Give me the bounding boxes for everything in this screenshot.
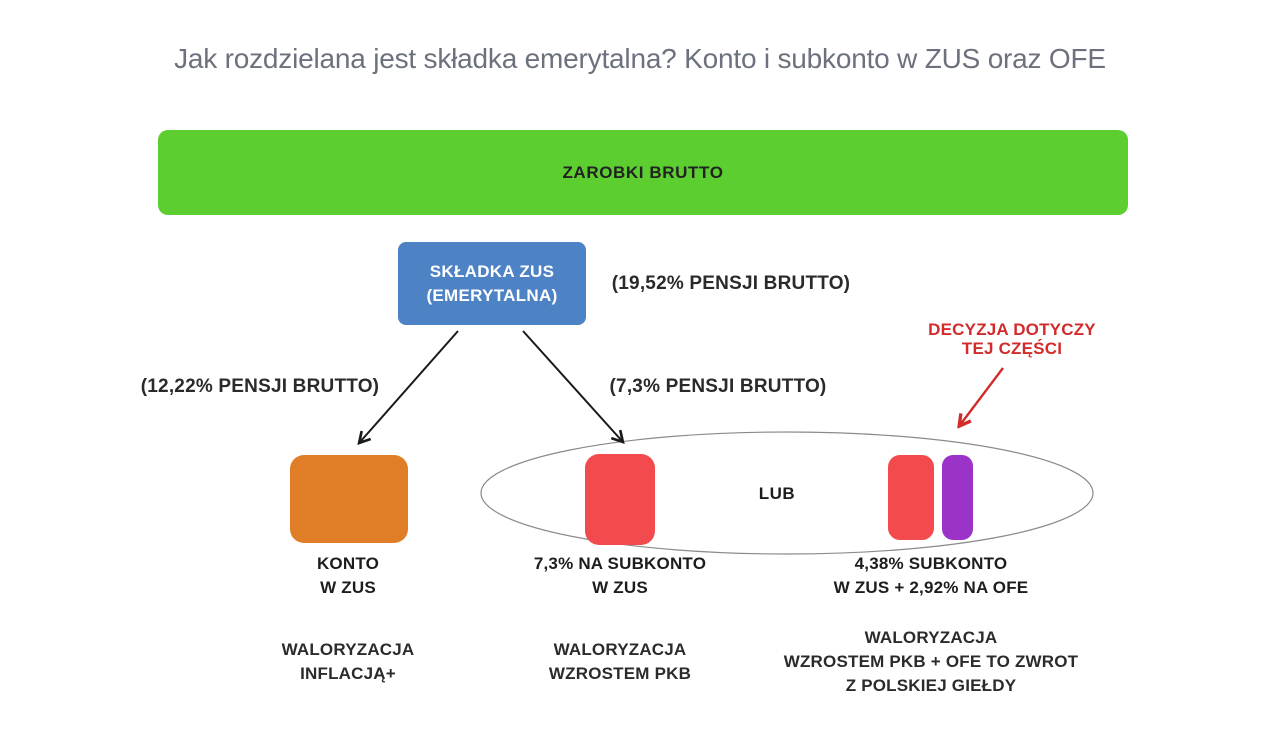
branch3-label-line2: W ZUS + 2,92% NA OFE [833,578,1029,597]
branch2-note-line1: WALORYZACJA [553,640,687,659]
branch2-label: 7,3% NA SUBKONTO W ZUS [495,552,745,600]
skladka-zus-box: SKŁADKA ZUS (EMERYTALNA) [398,242,586,325]
branch1-note-line1: WALORYZACJA [281,640,415,659]
skladka-zus-line2: (EMERYTALNA) [426,285,558,305]
skladka-zus-line1: SKŁADKA ZUS [429,261,555,281]
branch2-label-line2: W ZUS [592,578,648,597]
branch1-note: WALORYZACJA INFLACJĄ+ [248,638,448,686]
left-branch-percent-label: (12,22% PENSJI BRUTTO) [140,376,380,397]
branch2-note-line2: WZROSTEM PKB [548,664,692,683]
branch3-note-line2: WZROSTEM PKB + OFE TO ZWROT [783,652,1079,671]
ofe-purple-shape [942,455,973,540]
branch1-label-line1: KONTO [316,554,380,573]
branch3-label: 4,38% SUBKONTO W ZUS + 2,92% NA OFE [806,552,1056,600]
decision-line2: TEJ CZĘŚCI [961,339,1063,358]
branch2-note: WALORYZACJA WZROSTEM PKB [495,638,745,686]
right-branch-percent-label: (7,3% PENSJI BRUTTO) [609,376,827,397]
branch3-label-line1: 4,38% SUBKONTO [854,554,1008,573]
branch1-label: KONTO W ZUS [248,552,448,600]
subkonto-zus-shape [585,454,655,545]
lub-label: LUB [758,484,796,503]
branch3-note: WALORYZACJA WZROSTEM PKB + OFE TO ZWROT … [766,626,1096,698]
subkonto-zus-ofe-red-shape [888,455,934,540]
zarobki-brutto-box: ZAROBKI BRUTTO [158,130,1128,215]
branch1-note-line2: INFLACJĄ+ [300,664,396,683]
branch2-label-line1: 7,3% NA SUBKONTO [533,554,707,573]
page-title: Jak rozdzielana jest składka emerytalna?… [174,43,1106,74]
konto-w-zus-shape [290,455,408,543]
branch3-note-line1: WALORYZACJA [864,628,998,647]
branch3-note-line3: Z POLSKIEJ GIEŁDY [845,676,1017,695]
decision-line1: DECYZJA DOTYCZY [928,320,1096,339]
zarobki-brutto-label: ZAROBKI BRUTTO [562,162,724,182]
decision-arrow-icon [960,367,1004,425]
skladka-percent-label: (19,52% PENSJI BRUTTO) [611,273,851,294]
decision-annotation: DECYZJA DOTYCZY TEJ CZĘŚCI [897,320,1127,358]
branch1-label-line2: W ZUS [320,578,376,597]
